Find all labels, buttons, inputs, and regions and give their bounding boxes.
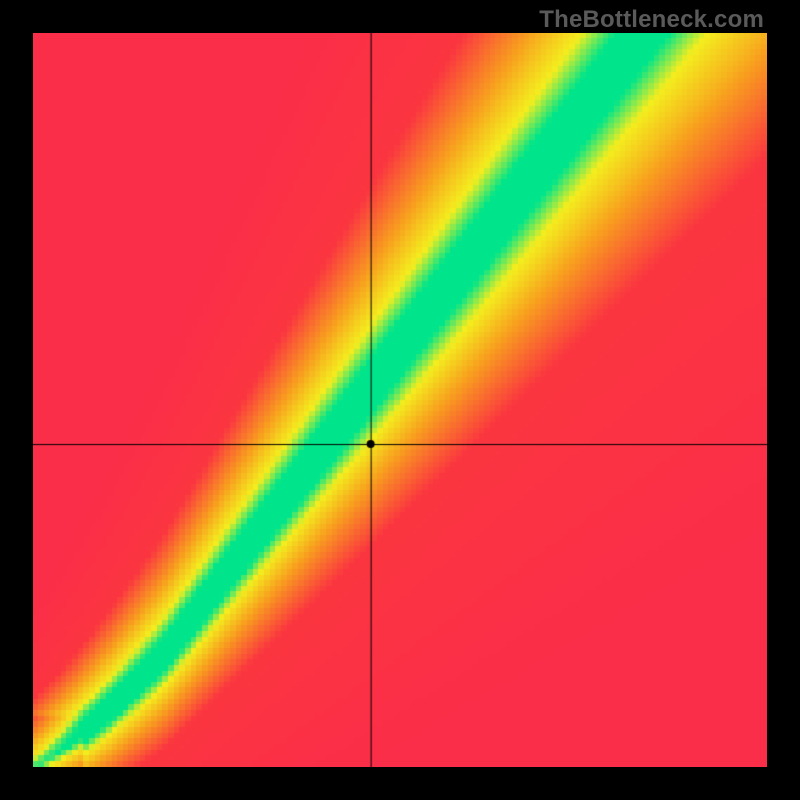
plot-area <box>33 33 767 767</box>
chart-container: { "watermark": "TheBottleneck.com", "cha… <box>0 0 800 800</box>
heatmap-canvas <box>33 33 767 767</box>
watermark-text: TheBottleneck.com <box>539 6 764 34</box>
